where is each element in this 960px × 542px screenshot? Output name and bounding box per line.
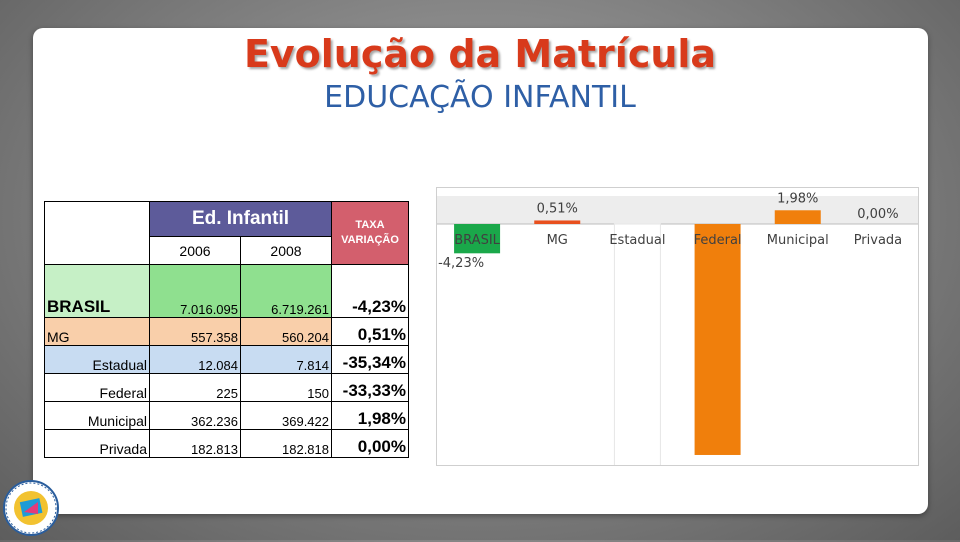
page-subtitle: EDUCAÇÃO INFANTIL (324, 80, 636, 115)
page-title: Evolução da Matrícula (243, 32, 717, 76)
cell-rate: 0,51% (331, 317, 409, 346)
table-row: Privada 182.813 182.818 0,00% (44, 429, 409, 458)
cell-2008: 150 (240, 373, 332, 402)
table-corner-cell (44, 201, 150, 265)
rate-header-line1: TAXA (355, 219, 385, 231)
chart-canvas: BRASIL-4,23%MG0,51%Estadual-35,34%Federa… (437, 191, 918, 465)
chart-bar (534, 220, 581, 224)
rate-header-line2: VARIAÇÃO (341, 234, 399, 246)
chart-category-label: Federal (694, 233, 742, 248)
cell-2006: 7.016.095 (149, 264, 241, 318)
cell-2006: 362.236 (149, 401, 241, 430)
row-label: Estadual (44, 345, 150, 374)
chart-category-label: Estadual (609, 233, 665, 248)
cell-rate: 0,00% (331, 429, 409, 458)
chart-bar (694, 224, 741, 455)
chart-bar (613, 223, 661, 465)
plan-logo (2, 478, 60, 538)
cell-2008: 369.422 (240, 401, 332, 430)
row-label: Federal (44, 373, 150, 402)
chart-data-label: -33,33% (690, 464, 744, 465)
chart-bar (774, 210, 821, 224)
chart-plot-band (437, 196, 918, 224)
cell-2006: 225 (149, 373, 241, 402)
table-row: Estadual 12.084 7.814 -35,34% (44, 345, 409, 374)
table-row: Municipal 362.236 369.422 1,98% (44, 401, 409, 430)
cell-2008: 6.719.261 (240, 264, 332, 318)
plan-logo-icon (3, 480, 59, 536)
cell-2008: 182.818 (240, 429, 332, 458)
chart-category-label: Privada (854, 233, 902, 248)
row-label: BRASIL (44, 264, 150, 318)
enrollment-table: Ed. Infantil TAXA VARIAÇÃO 2006 2008 BRA… (44, 201, 409, 458)
chart-data-label: 1,98% (777, 191, 818, 206)
chart-data-label: 0,00% (857, 207, 898, 222)
year-header: 2006 (149, 236, 241, 265)
table-rate-header: TAXA VARIAÇÃO (331, 201, 409, 265)
chart-category-label: BRASIL (454, 233, 500, 248)
chart-bar (454, 224, 501, 254)
table-row: Federal 225 150 -33,33% (44, 373, 409, 402)
cell-2006: 557.358 (149, 317, 241, 346)
row-label: MG (44, 317, 150, 346)
cell-2008: 7.814 (240, 345, 332, 374)
year-header: 2008 (240, 236, 332, 265)
cell-2006: 12.084 (149, 345, 241, 374)
table-row: BRASIL 7.016.095 6.719.261 -4,23% (44, 264, 409, 318)
cell-rate: -33,33% (331, 373, 409, 402)
rate-chart: BRASIL-4,23%MG0,51%Estadual-35,34%Federa… (436, 187, 919, 466)
chart-data-label: -4,23% (438, 256, 484, 271)
chart-data-label: 0,51% (537, 201, 578, 216)
cell-2006: 182.813 (149, 429, 241, 458)
chart-category-label: Municipal (767, 233, 829, 248)
row-label: Privada (44, 429, 150, 458)
table-row: MG 557.358 560.204 0,51% (44, 317, 409, 346)
cell-rate: -4,23% (331, 264, 409, 318)
cell-rate: 1,98% (331, 401, 409, 430)
table-group-header: Ed. Infantil (149, 201, 332, 237)
chart-category-label: MG (547, 233, 568, 248)
cell-2008: 560.204 (240, 317, 332, 346)
row-label: Municipal (44, 401, 150, 430)
cell-rate: -35,34% (331, 345, 409, 374)
